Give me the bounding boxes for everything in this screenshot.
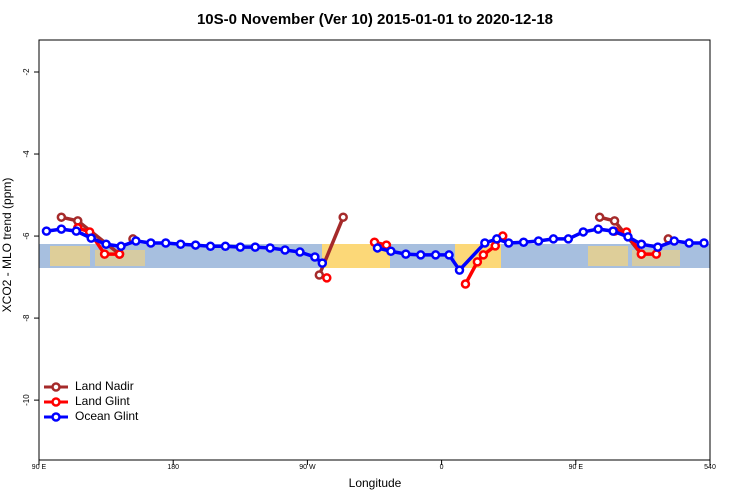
point: [235, 242, 246, 252]
point: [99, 249, 110, 259]
point: [669, 236, 679, 246]
point: [444, 250, 454, 260]
point: [338, 212, 348, 222]
x-tick-label: 540: [704, 464, 716, 471]
point: [190, 240, 201, 250]
point: [56, 212, 67, 222]
point: [518, 237, 529, 247]
y-tick-label: -6: [22, 232, 31, 240]
point: [250, 242, 260, 252]
point: [594, 212, 605, 222]
point: [430, 250, 441, 260]
point: [653, 242, 663, 252]
point: [280, 245, 290, 255]
x-tick-label: 180: [167, 464, 179, 471]
point: [623, 232, 633, 242]
point: [71, 226, 82, 236]
point: [478, 250, 489, 260]
point: [310, 252, 320, 262]
x-tick-label: 90 W: [299, 464, 316, 471]
point: [480, 238, 490, 248]
series-line: [77, 226, 120, 256]
y-tick-label: -4: [22, 150, 31, 158]
point: [636, 239, 647, 250]
legend-marker: [51, 397, 61, 407]
point: [454, 265, 465, 275]
legend-marker: [51, 382, 61, 392]
y-tick-label: -2: [22, 68, 31, 76]
point: [609, 216, 620, 226]
point: [503, 238, 514, 248]
x-tick-label: 90 E: [32, 464, 47, 471]
x-axis-label: Longitude: [349, 476, 402, 490]
point: [578, 227, 589, 237]
point: [593, 224, 603, 234]
point: [146, 238, 156, 248]
point: [114, 249, 125, 259]
point: [317, 258, 328, 268]
point: [205, 241, 216, 252]
legend-label: Land Nadir: [75, 379, 134, 393]
x-tick-label: 90 E: [569, 464, 584, 471]
legend-marker: [51, 412, 61, 422]
point: [86, 233, 96, 243]
legend-label: Land Glint: [75, 394, 130, 408]
point: [684, 238, 694, 248]
point: [220, 241, 231, 252]
point: [160, 238, 171, 248]
y-axis-label: XCO2 - MLO trend (ppm): [0, 178, 14, 313]
point: [314, 270, 325, 280]
point: [372, 243, 383, 253]
point: [563, 234, 574, 244]
point: [608, 226, 618, 236]
point: [322, 273, 332, 283]
point: [699, 238, 709, 248]
point: [41, 226, 52, 236]
point: [548, 234, 559, 244]
point: [386, 246, 396, 256]
point: [101, 239, 111, 250]
point: [636, 249, 647, 259]
point: [131, 236, 141, 246]
point: [56, 224, 67, 234]
point: [401, 249, 411, 259]
point: [295, 247, 305, 257]
y-tick-label: -8: [22, 314, 31, 322]
point: [460, 279, 471, 289]
point: [116, 241, 126, 252]
chart-title: 10S-0 November (Ver 10) 2015-01-01 to 20…: [197, 11, 553, 28]
y-tick-label: -10: [22, 394, 31, 406]
point: [533, 236, 544, 246]
point: [472, 257, 483, 267]
x-tick-label: 0: [440, 464, 444, 471]
point: [175, 239, 186, 250]
series-line: [614, 229, 657, 256]
legend-label: Ocean Glint: [75, 409, 139, 423]
point: [265, 243, 275, 253]
point: [415, 250, 426, 260]
point: [492, 234, 502, 244]
plot-frame: [38, 39, 711, 461]
